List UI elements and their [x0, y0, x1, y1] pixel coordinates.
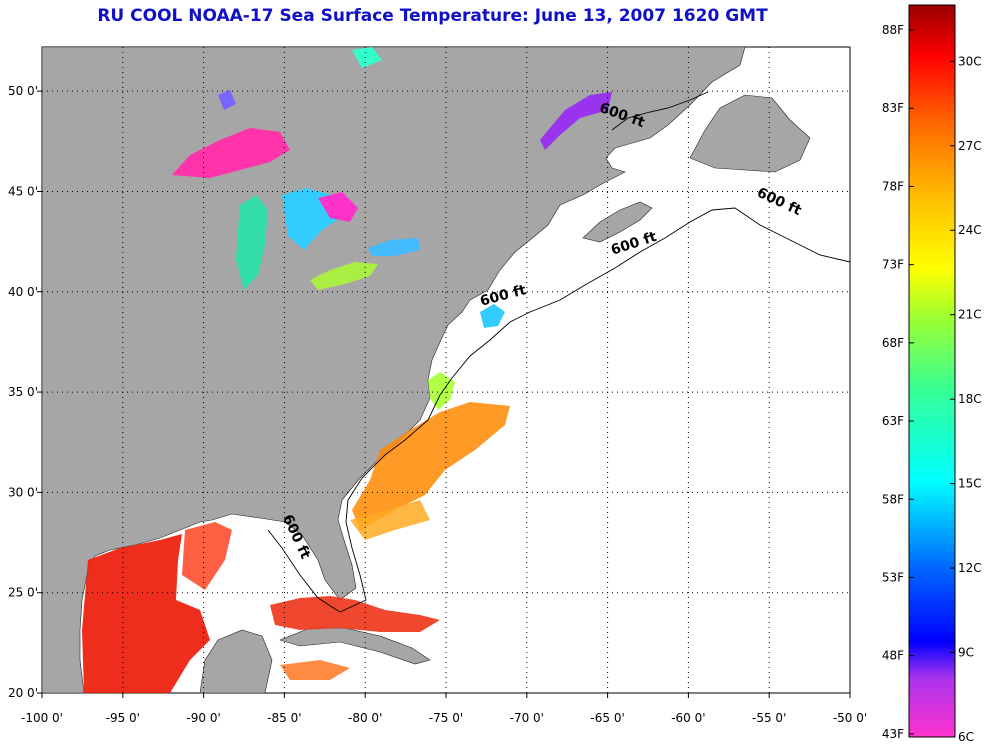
y-tick-label: 45 0'	[8, 184, 38, 198]
sst-south-atlantic-bight	[350, 500, 430, 540]
colorbar-f-label: 88F	[882, 23, 904, 37]
colorbar-f-label: 73F	[882, 258, 904, 272]
colorbar-c-label: 6C	[958, 730, 974, 744]
x-tick-label: -75 0'	[429, 711, 463, 725]
yucatan-land	[199, 629, 273, 693]
colorbar-c-label: 18C	[958, 392, 982, 406]
colorbar-f-label: 68F	[882, 336, 904, 350]
y-tick-label: 50 0'	[8, 84, 38, 98]
sst-gulf-of-st-lawrence	[540, 92, 612, 150]
isobath-600ft	[267, 91, 850, 613]
sst-florida-straits	[270, 596, 440, 632]
sst-gulf-stream	[352, 402, 510, 530]
colorbar-f-label: 83F	[882, 101, 904, 115]
y-axis-latitude: 20 0' 25 0' 30 0' 35 0' 40 0' 45 0' 50 0'	[8, 84, 42, 700]
x-tick-label: -50 0'	[833, 711, 867, 725]
colorbar-fahrenheit-labels: 88F 83F 78F 73F 68F 63F 58F 53F 48F 43F	[882, 23, 914, 741]
sst-lake-of-the-woods	[218, 90, 236, 110]
sst-lake-ontario	[368, 238, 420, 256]
x-tick-label: -100 0'	[21, 711, 63, 725]
x-tick-label: -85 0'	[267, 711, 301, 725]
colorbar-celsius-labels: 30C 27C 24C 21C 18C 15C 12C 9C 6C	[950, 54, 982, 744]
x-tick-label: -65 0'	[590, 711, 624, 725]
colorbar	[908, 4, 956, 738]
sst-caribbean-south	[280, 660, 350, 680]
y-tick-label: 30 0'	[8, 485, 38, 499]
colorbar-c-label: 9C	[958, 646, 974, 660]
colorbar-c-label: 15C	[958, 477, 982, 491]
newfoundland-land	[689, 94, 811, 173]
sst-new-york-bight	[480, 304, 505, 328]
y-tick-label: 35 0'	[8, 385, 38, 399]
y-tick-label: 40 0'	[8, 285, 38, 299]
colorbar-c-label: 30C	[958, 54, 982, 68]
y-tick-label: 25 0'	[8, 586, 38, 600]
map-layers	[42, 47, 811, 693]
sst-hudson-bay-south	[352, 47, 382, 68]
x-axis-longitude: -100 0' -95 0' -90 0' -85 0' -80 0' -75 0' -70…	[21, 693, 867, 725]
sst-georgian-bay	[318, 192, 358, 222]
colorbar-c-label: 21C	[958, 308, 982, 322]
sst-gulf-central	[182, 522, 232, 590]
colorbar-c-label: 27C	[958, 139, 982, 153]
colorbar-f-label: 53F	[882, 570, 904, 584]
sst-lake-michigan	[236, 195, 268, 290]
nova-scotia-land	[582, 201, 653, 243]
colorbar-f-label: 48F	[882, 649, 904, 663]
colorbar-c-label: 12C	[958, 561, 982, 575]
x-tick-label: -95 0'	[106, 711, 140, 725]
colorbar-c-label: 24C	[958, 223, 982, 237]
colorbar-f-label: 58F	[882, 492, 904, 506]
x-tick-label: -55 0'	[752, 711, 786, 725]
x-tick-label: -70 0'	[510, 711, 544, 725]
sst-lake-superior	[172, 128, 290, 178]
colorbar-f-label: 78F	[882, 179, 904, 193]
x-tick-label: -90 0'	[186, 711, 220, 725]
x-tick-label: -60 0'	[671, 711, 705, 725]
x-tick-label: -80 0'	[348, 711, 382, 725]
sst-lake-erie	[310, 262, 378, 290]
sst-gulf-of-mexico	[82, 534, 210, 693]
colorbar-f-label: 43F	[882, 727, 904, 741]
map-title: RU COOL NOAA-17 Sea Surface Temperature:…	[97, 6, 768, 26]
colorbar-f-label: 63F	[882, 414, 904, 428]
y-tick-label: 20 0'	[8, 686, 38, 700]
sst-chesapeake	[428, 372, 455, 410]
